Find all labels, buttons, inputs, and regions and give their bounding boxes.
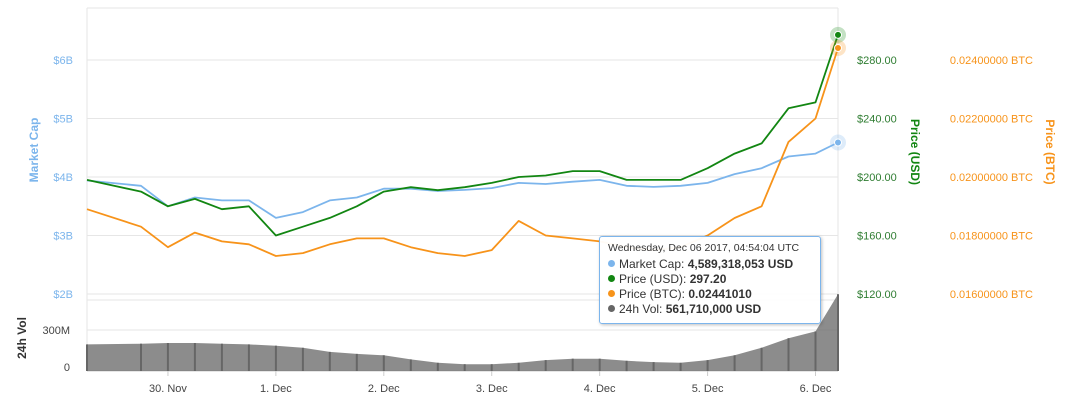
volume-bar [490,364,493,371]
price-usd-tick-label: $240.00 [857,114,897,126]
volume-bar [733,355,736,371]
volume-bar [625,360,628,372]
series-line-price_btc [86,47,839,257]
x-tick-label: 5. Dec [692,383,724,395]
market-cap-tick-label: $4B [53,172,73,184]
tooltip-row-volume: 24h Vol: 561,710,000 USD [608,302,812,317]
x-tick-label: 6. Dec [800,383,832,395]
volume-bar [837,294,839,371]
volume-bar [409,359,412,371]
tooltip-row-market-cap: Market Cap: 4,589,318,053 USD [608,257,812,272]
market-cap-tick-label: $2B [53,289,73,301]
volume-bar [463,364,466,371]
volume-area [87,294,838,371]
volume-bar [86,344,88,371]
price-usd-tick-label: $200.00 [857,172,897,184]
volume-bar [328,351,331,371]
volume-dot-icon [608,305,615,313]
volume-bar [166,343,169,371]
volume-bar [355,353,358,371]
price-usd-tick-label: $120.00 [857,289,897,301]
price-usd-tick-label: $160.00 [857,231,897,243]
volume-bar [247,344,250,371]
hover-point-price_usd [834,30,842,39]
volume-bar [274,345,277,371]
tooltip-row-price-btc: Price (BTC): 0.02441010 [608,287,812,302]
volume-bars [86,294,839,372]
volume-bar [787,338,790,371]
series-line-market_cap [86,141,839,219]
volume-bar [814,331,817,371]
market-cap-tick-label: $3B [53,231,73,243]
x-tick-label: 1. Dec [260,383,292,395]
volume-bar [598,358,601,371]
x-tick-label: 2. Dec [368,383,400,395]
volume-tick-label: 0 [64,362,70,374]
axis-ticks: $2B $120.00 0.01600000 BTC $3B $160.00 0.0180… [42,55,1033,395]
market-cap-axis-title: Market Cap [27,118,41,183]
axis-titles: Market Cap Price (USD) Price (BTC) 24h V… [15,118,1057,359]
volume-bar [140,343,142,371]
market-cap-dot-icon [608,260,615,268]
price-usd-dot-icon [608,275,615,283]
volume-bar [706,360,709,371]
volume-bar [382,355,385,371]
data-tooltip: Wednesday, Dec 06 2017, 04:54:04 UTC Mar… [599,236,821,324]
market-cap-tick-label: $6B [53,55,73,67]
price-usd-tick-label: $280.00 [857,55,897,67]
price-btc-tick-label: 0.02200000 BTC [950,114,1033,126]
x-tick-label: 30. Nov [149,383,187,395]
volume-bar [760,347,763,371]
volume-bar [436,362,439,371]
price-btc-tick-label: 0.02000000 BTC [950,172,1033,184]
volume-bar [652,362,655,371]
volume-bar [679,362,682,371]
x-tick-label: 4. Dec [584,383,616,395]
price-usd-axis-title: Price (USD) [908,119,922,185]
price-btc-tick-label: 0.01800000 BTC [950,231,1033,243]
volume-bar [544,360,547,371]
price-btc-tick-label: 0.02400000 BTC [950,55,1033,67]
price-btc-axis-title: Price (BTC) [1043,119,1057,184]
volume-axis-title: 24h Vol [15,317,29,359]
volume-bar [571,358,574,371]
market-cap-tick-label: $5B [53,114,73,126]
tooltip-row-price-usd: Price (USD): 297.20 [608,272,812,287]
hover-point-market_cap [834,138,842,147]
price-btc-tick-label: 0.01600000 BTC [950,289,1033,301]
volume-bar [517,362,520,371]
price-btc-dot-icon [608,290,615,298]
series-lines [86,34,839,257]
tooltip-header: Wednesday, Dec 06 2017, 04:54:04 UTC [608,242,800,254]
volume-bar [301,347,304,371]
volume-bar [220,343,223,371]
hover-markers [830,26,846,151]
hover-point-price_btc [834,44,842,53]
volume-bar [193,343,196,371]
volume-tick-label: 300M [42,325,70,337]
x-tick-label: 3. Dec [476,383,508,395]
series-line-price_usd [86,34,839,237]
